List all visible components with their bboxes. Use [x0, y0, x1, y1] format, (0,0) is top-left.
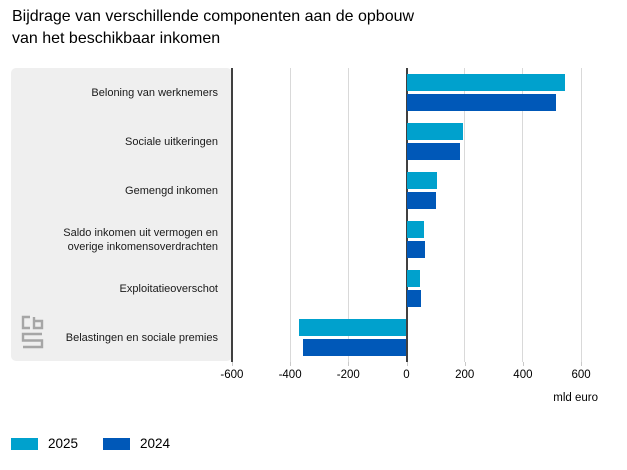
x-axis-unit-label: mld euro — [553, 392, 598, 404]
tick-mark--200 — [348, 362, 350, 366]
gridline--200 — [347, 68, 349, 362]
legend-label-2024: 2024 — [140, 436, 171, 451]
bar-2025-category-5 — [298, 319, 407, 336]
x-tick-label-0: 0 — [403, 369, 410, 381]
bar-2025-category-1 — [406, 123, 464, 140]
category-label-1: Sociale uitkeringen — [125, 135, 218, 148]
category-label-3: Saldo inkomen uit vermogen en overige in… — [63, 226, 218, 253]
bar-2024-category-0 — [406, 94, 557, 111]
gridline--600 — [230, 68, 233, 362]
category-label-4: Exploitatieoverschot — [119, 282, 218, 295]
x-tick-label-400: 400 — [513, 369, 533, 381]
x-tick-label--200: -200 — [336, 369, 360, 381]
cbs-logo — [21, 315, 44, 349]
chart-title: Bijdrage van verschillende componenten a… — [12, 6, 414, 50]
tick-mark--600 — [231, 362, 233, 366]
bar-2025-category-2 — [406, 172, 438, 189]
bar-2024-category-2 — [406, 192, 436, 209]
bar-2024-category-3 — [406, 241, 426, 258]
bar-2024-category-1 — [406, 143, 461, 160]
tick-mark-200 — [464, 362, 466, 366]
zero-axis-line — [405, 68, 408, 362]
category-label-2: Gemengd inkomen — [125, 184, 218, 197]
gridline-400 — [522, 68, 524, 362]
legend-swatch-2024 — [103, 438, 130, 450]
legend-swatch-2025 — [11, 438, 38, 450]
tick-mark--400 — [290, 362, 292, 366]
x-tick-label--400: -400 — [278, 369, 302, 381]
tick-mark-600 — [581, 362, 583, 366]
gridline--400 — [289, 68, 291, 362]
chart-title-line2: van het beschikbaar inkomen — [12, 30, 221, 47]
bar-2024-category-4 — [406, 290, 422, 307]
x-tick-label-600: 600 — [571, 369, 591, 381]
gridline-200 — [464, 68, 466, 362]
gridline-600 — [580, 68, 582, 362]
category-label-5: Belastingen en sociale premies — [65, 331, 218, 344]
legend-item-2024[interactable]: 2024 — [103, 431, 183, 457]
tick-mark-0 — [406, 362, 408, 366]
legend-item-2025[interactable]: 2025 — [11, 431, 91, 457]
x-tick-label--600: -600 — [220, 369, 244, 381]
category-label-panel — [11, 68, 232, 361]
bar-2024-category-5 — [303, 339, 407, 356]
bar-2025-category-4 — [406, 270, 420, 287]
x-tick-label-200: 200 — [455, 369, 475, 381]
chart-title-line1: Bijdrage van verschillende componenten a… — [12, 8, 415, 25]
legend: 2025 2024 — [0, 431, 627, 461]
tick-mark-400 — [522, 362, 524, 366]
bar-2025-category-3 — [406, 221, 424, 238]
legend-label-2025: 2025 — [48, 436, 79, 451]
category-label-0: Beloning van werknemers — [91, 86, 218, 99]
bar-2025-category-0 — [406, 74, 566, 91]
